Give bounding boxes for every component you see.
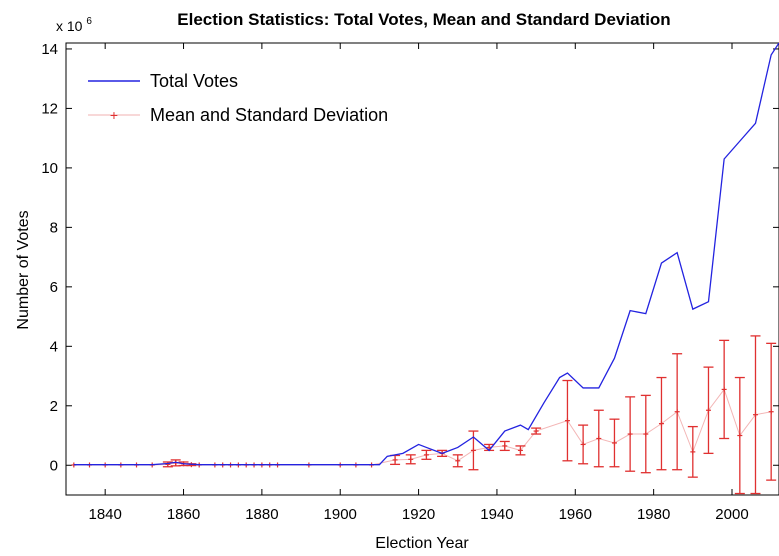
legend-mean-sd-label: Mean and Standard Deviation [150,105,388,125]
y-multiplier-base: x 10 [56,18,83,34]
y-tick-label: 4 [50,338,58,355]
plot-area [65,42,779,496]
y-multiplier: x 10 6 [56,16,92,34]
y-tick-label: 8 [50,219,58,236]
mean-sd-errorbar [640,394,651,474]
mean-sd-errorbar [531,427,542,435]
mean-sd-errorbar [734,376,745,495]
mean-sd-errorbar [672,353,683,471]
x-tick-label: 1980 [637,506,670,523]
x-tick-label: 1960 [559,506,592,523]
mean-sd-errorbar [452,454,463,468]
mean-sd-errorbar [162,461,173,468]
x-tick-label: 1900 [324,506,357,523]
legend: Total Votes + Mean and Standard Deviatio… [88,71,388,125]
chart-title: Election Statistics: Total Votes, Mean a… [177,10,670,29]
y-tick-label: 2 [50,398,58,415]
x-axis-label: Election Year [375,535,469,552]
ticks: 1840 1860 1880 1900 1920 1940 1960 1980 2000 0 2 4 6… [41,41,779,523]
mean-sd-errorbar [687,425,698,478]
mean-sd-errorbar [515,445,526,456]
y-axis-label: Number of Votes [15,210,32,329]
x-tick-label: 1880 [245,506,278,523]
x-tick-label: 1920 [402,506,435,523]
x-tick-label: 1940 [480,506,513,523]
mean-sd-errorbar [578,424,589,465]
y-multiplier-exponent: 6 [86,16,92,27]
x-tick-label: 1860 [167,506,200,523]
total-votes-line [73,43,779,466]
x-tick-label: 2000 [715,506,748,523]
x-tick-label: 1840 [88,506,121,523]
axes-box [65,42,779,496]
mean-sd-errorbar [750,335,761,495]
y-tick-label: 10 [41,160,58,177]
y-tick-label: 6 [50,279,58,296]
mean-sd-errorbar [766,342,777,481]
legend-mean-sd-marker: + [110,107,118,123]
mean-sd-errorbar [593,409,604,468]
y-tick-label: 0 [50,457,58,474]
mean-sd-errorbar [421,449,432,460]
series-layer [71,43,779,495]
mean-sd-errorbar [405,454,416,465]
mean-sd-errorbar [609,418,620,468]
y-tick-label: 14 [41,41,58,58]
legend-total-votes-label: Total Votes [150,71,238,91]
mean-sd-errorbar [499,440,510,452]
mean-sd-errorbar [562,379,573,462]
y-tick-label: 12 [41,100,58,117]
mean-sd-errorbar [703,366,714,455]
mean-sd-errorbar [625,396,636,472]
mean-sd-errorbar [656,376,667,471]
series-group [71,43,779,495]
mean-sd-errorbar [719,339,730,440]
